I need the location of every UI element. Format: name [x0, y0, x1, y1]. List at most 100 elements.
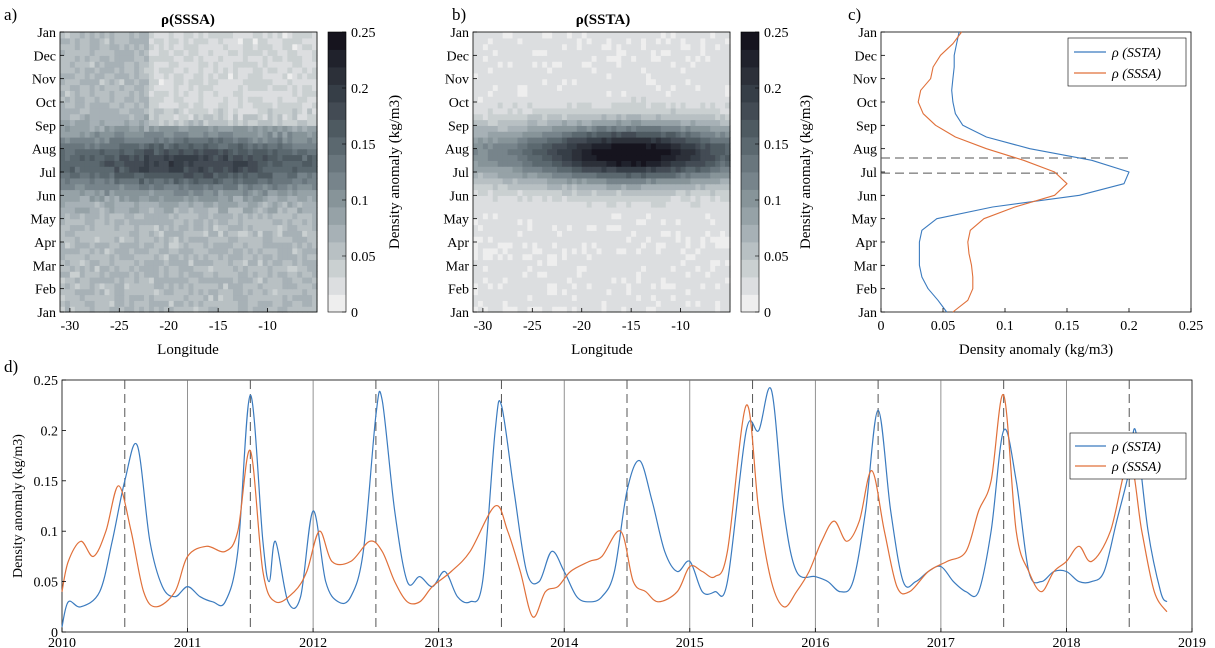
- heatmap-cell: [680, 288, 687, 296]
- heatmap-cell: [232, 224, 239, 231]
- heatmap-cell: [576, 131, 583, 138]
- heatmap-cell: [700, 294, 706, 301]
- heatmap-cell: [282, 195, 288, 202]
- heatmap-cell: [178, 43, 185, 51]
- colorbar-band: [328, 259, 346, 278]
- heatmap-cell: [502, 306, 509, 313]
- heatmap-cell: [79, 230, 86, 237]
- heatmap-cell: [586, 154, 593, 161]
- heatmap-cell: [60, 230, 66, 237]
- heatmap-cell: [497, 218, 504, 226]
- heatmap-cell: [492, 177, 499, 185]
- heatmap-cell: [203, 160, 209, 167]
- heatmap-cell: [675, 207, 682, 214]
- heatmap-cell: [715, 224, 721, 231]
- heatmap-cell: [252, 142, 259, 150]
- heatmap-cell: [581, 172, 588, 179]
- heatmap-cell: [665, 125, 672, 132]
- heatmap-cell: [148, 271, 155, 278]
- heatmap-cell: [631, 242, 637, 249]
- heatmap-cell: [512, 154, 519, 161]
- heatmap-cell: [104, 277, 111, 284]
- heatmap-cell: [302, 236, 308, 243]
- heatmap-cell: [660, 259, 667, 266]
- heatmap-cell: [626, 172, 632, 179]
- heatmap-cell: [566, 195, 573, 202]
- heatmap-cell: [223, 253, 229, 261]
- heatmap-cell: [252, 84, 259, 91]
- heatmap-cell: [596, 113, 603, 121]
- heatmap-cell: [492, 90, 499, 97]
- heatmap-cell: [537, 242, 543, 249]
- heatmap-cell: [252, 107, 259, 115]
- heatmap-cell: [561, 67, 568, 74]
- heatmap-cell: [124, 253, 130, 261]
- heatmap-cell: [158, 300, 165, 307]
- heatmap-cell: [114, 212, 120, 220]
- heatmap-cell: [69, 282, 76, 290]
- heatmap-cell: [492, 183, 499, 191]
- heatmap-cell: [473, 236, 479, 243]
- heatmap-cell: [203, 32, 209, 39]
- heatmap-cell: [611, 113, 617, 121]
- heatmap-cell: [685, 230, 692, 237]
- heatmap-cell: [680, 142, 687, 150]
- heatmap-cell: [287, 43, 293, 51]
- heatmap-cell: [591, 306, 598, 313]
- heatmap-cell: [99, 61, 106, 68]
- heatmap-cell: [292, 259, 298, 266]
- heatmap-cell: [79, 247, 86, 255]
- heatmap-cell: [163, 218, 170, 226]
- heatmap-cell: [218, 271, 224, 278]
- heatmap-cell: [124, 78, 130, 86]
- heatmap-cell: [552, 55, 558, 62]
- heatmap-cell: [522, 142, 528, 150]
- heatmap-cell: [292, 306, 298, 313]
- heatmap-cell: [124, 177, 130, 185]
- heatmap-cell: [631, 172, 637, 179]
- heatmap-cell: [188, 172, 195, 179]
- heatmap-cell: [715, 306, 721, 313]
- heatmap-cell: [695, 125, 701, 132]
- heatmap-cell: [148, 67, 155, 74]
- heatmap-cell: [522, 230, 528, 237]
- heatmap-cell: [247, 102, 254, 109]
- heatmap-cell: [517, 218, 524, 226]
- heatmap-cell: [561, 218, 568, 226]
- heatmap-cell: [153, 294, 160, 301]
- heatmap-cell: [94, 259, 101, 266]
- heatmap-cell: [139, 253, 145, 261]
- heatmap-cell: [124, 218, 130, 226]
- heatmap-cell: [675, 72, 682, 80]
- heatmap-cell: [665, 61, 672, 68]
- heatmap-cell: [655, 107, 662, 115]
- heatmap-cell: [566, 119, 573, 126]
- heatmap-cell: [267, 183, 274, 191]
- heatmap-cell: [148, 265, 155, 272]
- heatmap-cell: [715, 265, 721, 272]
- heatmap-cell: [527, 236, 533, 243]
- heatmap-cell: [492, 96, 499, 103]
- heatmap-cell: [64, 224, 71, 231]
- heatmap-cell: [183, 107, 190, 115]
- heatmap-cell: [119, 43, 125, 51]
- heatmap-cell: [482, 84, 489, 91]
- heatmap-cell: [655, 84, 662, 91]
- heatmap-cell: [596, 230, 603, 237]
- heatmap-cell: [109, 61, 115, 68]
- heatmap-cell: [586, 61, 593, 68]
- heatmap-cell: [99, 78, 106, 86]
- heatmap-cell: [183, 119, 190, 126]
- heatmap-cell: [267, 49, 274, 56]
- heatmap-cell: [302, 201, 308, 208]
- heatmap-cell: [685, 78, 692, 86]
- heatmap-cell: [596, 242, 603, 249]
- heatmap-cell: [124, 49, 130, 56]
- heatmap-cell: [645, 113, 652, 121]
- heatmap-cell: [537, 288, 543, 296]
- heatmap-cell: [473, 96, 479, 103]
- heatmap-cell: [223, 166, 229, 173]
- heatmap-cell: [482, 49, 489, 56]
- heatmap-cell: [596, 195, 603, 202]
- heatmap-cell: [586, 218, 593, 226]
